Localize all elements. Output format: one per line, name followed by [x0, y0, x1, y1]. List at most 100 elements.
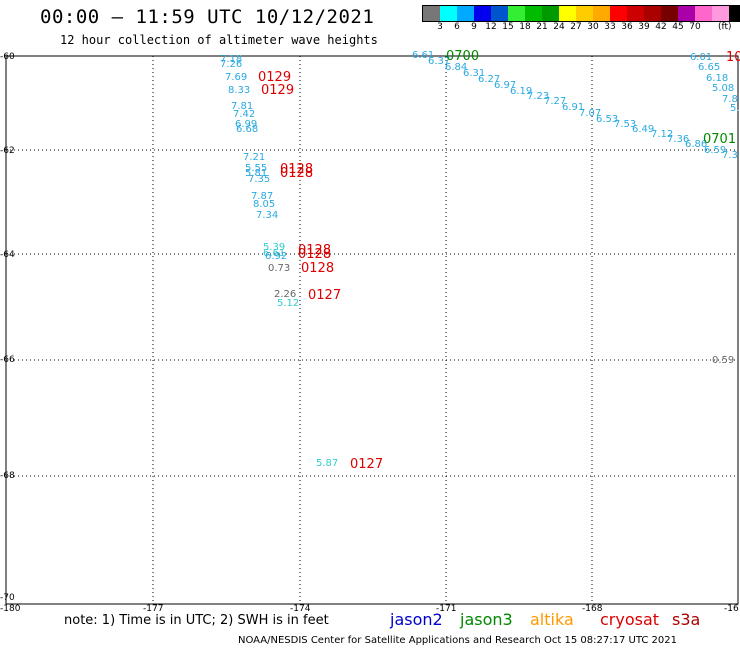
legend-label: 27: [570, 22, 582, 32]
satellite-name: altika: [530, 610, 574, 629]
pass-time-tag: 0128: [298, 243, 332, 258]
lat-tick-label: -66: [0, 355, 15, 365]
pass-time-tag: 0128: [298, 247, 332, 262]
lat-tick-label: -64: [0, 250, 15, 260]
legend-unit: (ft): [718, 22, 732, 32]
wave-height-value: 6.59: [704, 145, 727, 156]
wave-height-value: 7.3: [722, 150, 738, 161]
lat-tick-label: -62: [0, 146, 15, 156]
color-legend: [422, 5, 740, 22]
wave-height-value: 6.86: [685, 139, 708, 150]
lon-tick-label: -168: [582, 604, 603, 614]
legend-swatch: [576, 6, 593, 21]
legend-label: 45: [672, 22, 684, 32]
wave-height-value: 6.37: [428, 56, 451, 67]
lat-tick-label: -68: [0, 471, 15, 481]
lat-tick-label: -70: [0, 593, 15, 603]
wave-height-value: 5.87: [316, 458, 339, 469]
wave-height-value: 7.21: [243, 152, 266, 163]
legend-swatch: [627, 6, 644, 21]
wave-height-value: 6.01: [690, 52, 713, 63]
credit-line: NOAA/NESDIS Center for Satellite Applica…: [238, 635, 677, 646]
legend-swatch: [678, 6, 695, 21]
pass-time-tag: 0701: [703, 132, 737, 147]
legend-swatch: [508, 6, 525, 21]
satellite-name: cryosat: [600, 610, 660, 629]
legend-label: 3: [437, 22, 443, 32]
pass-time-tag: 0129: [261, 83, 295, 98]
wave-height-value: 6.65: [698, 62, 721, 73]
legend-label: 39: [638, 22, 650, 32]
wave-height-value: 2.26: [274, 289, 297, 300]
wave-height-value: 6.97: [494, 80, 517, 91]
legend-swatch: [610, 6, 627, 21]
wave-height-value: 6.53: [596, 114, 619, 125]
legend-label: 21: [536, 22, 548, 32]
wave-height-value: 7.81: [231, 101, 254, 112]
legend-label: 6: [454, 22, 460, 32]
wave-height-value: 5.12: [277, 298, 300, 309]
lon-tick-label: -174: [290, 604, 311, 614]
legend-swatch: [474, 6, 491, 21]
legend-swatch: [542, 6, 559, 21]
wave-height-value: 7.12: [651, 129, 674, 140]
wave-height-value: 7.36: [667, 134, 690, 145]
wave-height-value: 8.05: [253, 199, 276, 210]
satellite-name: s3a: [672, 610, 701, 629]
legend-swatch: [661, 6, 678, 21]
wave-height-value: 6.27: [478, 74, 501, 85]
legend-swatch: [423, 6, 440, 21]
legend-swatch: [695, 6, 712, 21]
legend-swatch: [525, 6, 542, 21]
legend-label: 70: [689, 22, 701, 32]
wave-height-value: 6.92: [265, 251, 288, 262]
pass-time-tag: 0128: [280, 162, 314, 177]
wave-height-value: 6.18: [706, 73, 729, 84]
wave-height-value: 7.42: [233, 109, 256, 120]
wave-height-value: 8.33: [228, 85, 251, 96]
wave-height-value: 6.84: [445, 62, 468, 73]
wave-height-value: 6.19: [510, 86, 533, 97]
lon-tick-label: -177: [143, 604, 164, 614]
legend-swatch: [440, 6, 457, 21]
legend-label: 15: [502, 22, 514, 32]
legend-label: 24: [553, 22, 565, 32]
legend-swatch: [593, 6, 610, 21]
footer-note: note: 1) Time is in UTC; 2) SWH is in fe…: [64, 613, 329, 628]
pass-time-tag: 0128: [301, 261, 335, 276]
legend-label: 18: [519, 22, 531, 32]
wave-height-value: 7.34: [256, 210, 279, 221]
legend-swatch: [729, 6, 740, 21]
legend-label: 12: [485, 22, 497, 32]
wave-height-value: 5.55: [245, 163, 268, 174]
wave-height-value: 7.07: [579, 108, 602, 119]
legend-swatch: [644, 6, 661, 21]
legend-label: 36: [621, 22, 633, 32]
wave-height-value: 7.69: [225, 72, 248, 83]
lon-tick-label: -180: [0, 604, 21, 614]
wave-height-value: 0.73: [268, 263, 291, 274]
wave-height-value: 5.81: [245, 168, 268, 179]
lat-tick-label: -60: [0, 52, 15, 62]
pass-time-tag: 0700: [446, 49, 480, 64]
legend-swatch: [457, 6, 474, 21]
legend-label: 9: [471, 22, 477, 32]
wave-height-value: 6.31: [463, 68, 486, 79]
pass-time-tag: 0127: [308, 288, 342, 303]
legend-swatch: [712, 6, 729, 21]
pass-time-tag: 0129: [258, 70, 292, 85]
pass-time-tag: 0127: [350, 457, 384, 472]
wave-height-value: 5.08: [712, 83, 735, 94]
legend-label: 33: [604, 22, 616, 32]
wave-height-value: 7.53: [614, 119, 637, 130]
map-subtitle: 12 hour collection of altimeter wave hei…: [60, 33, 378, 47]
wave-height-value: 6.61: [412, 50, 435, 61]
lon-tick-label: -171: [436, 604, 457, 614]
map-title: 00:00 – 11:59 UTC 10/12/2021: [40, 6, 375, 28]
wave-height-value: 6.99: [235, 119, 258, 130]
wave-height-value: 7.23: [527, 91, 550, 102]
wave-height-value: 5.: [730, 103, 740, 114]
wave-height-value: 6.68: [236, 124, 259, 135]
wave-height-value: 7.27: [544, 96, 567, 107]
